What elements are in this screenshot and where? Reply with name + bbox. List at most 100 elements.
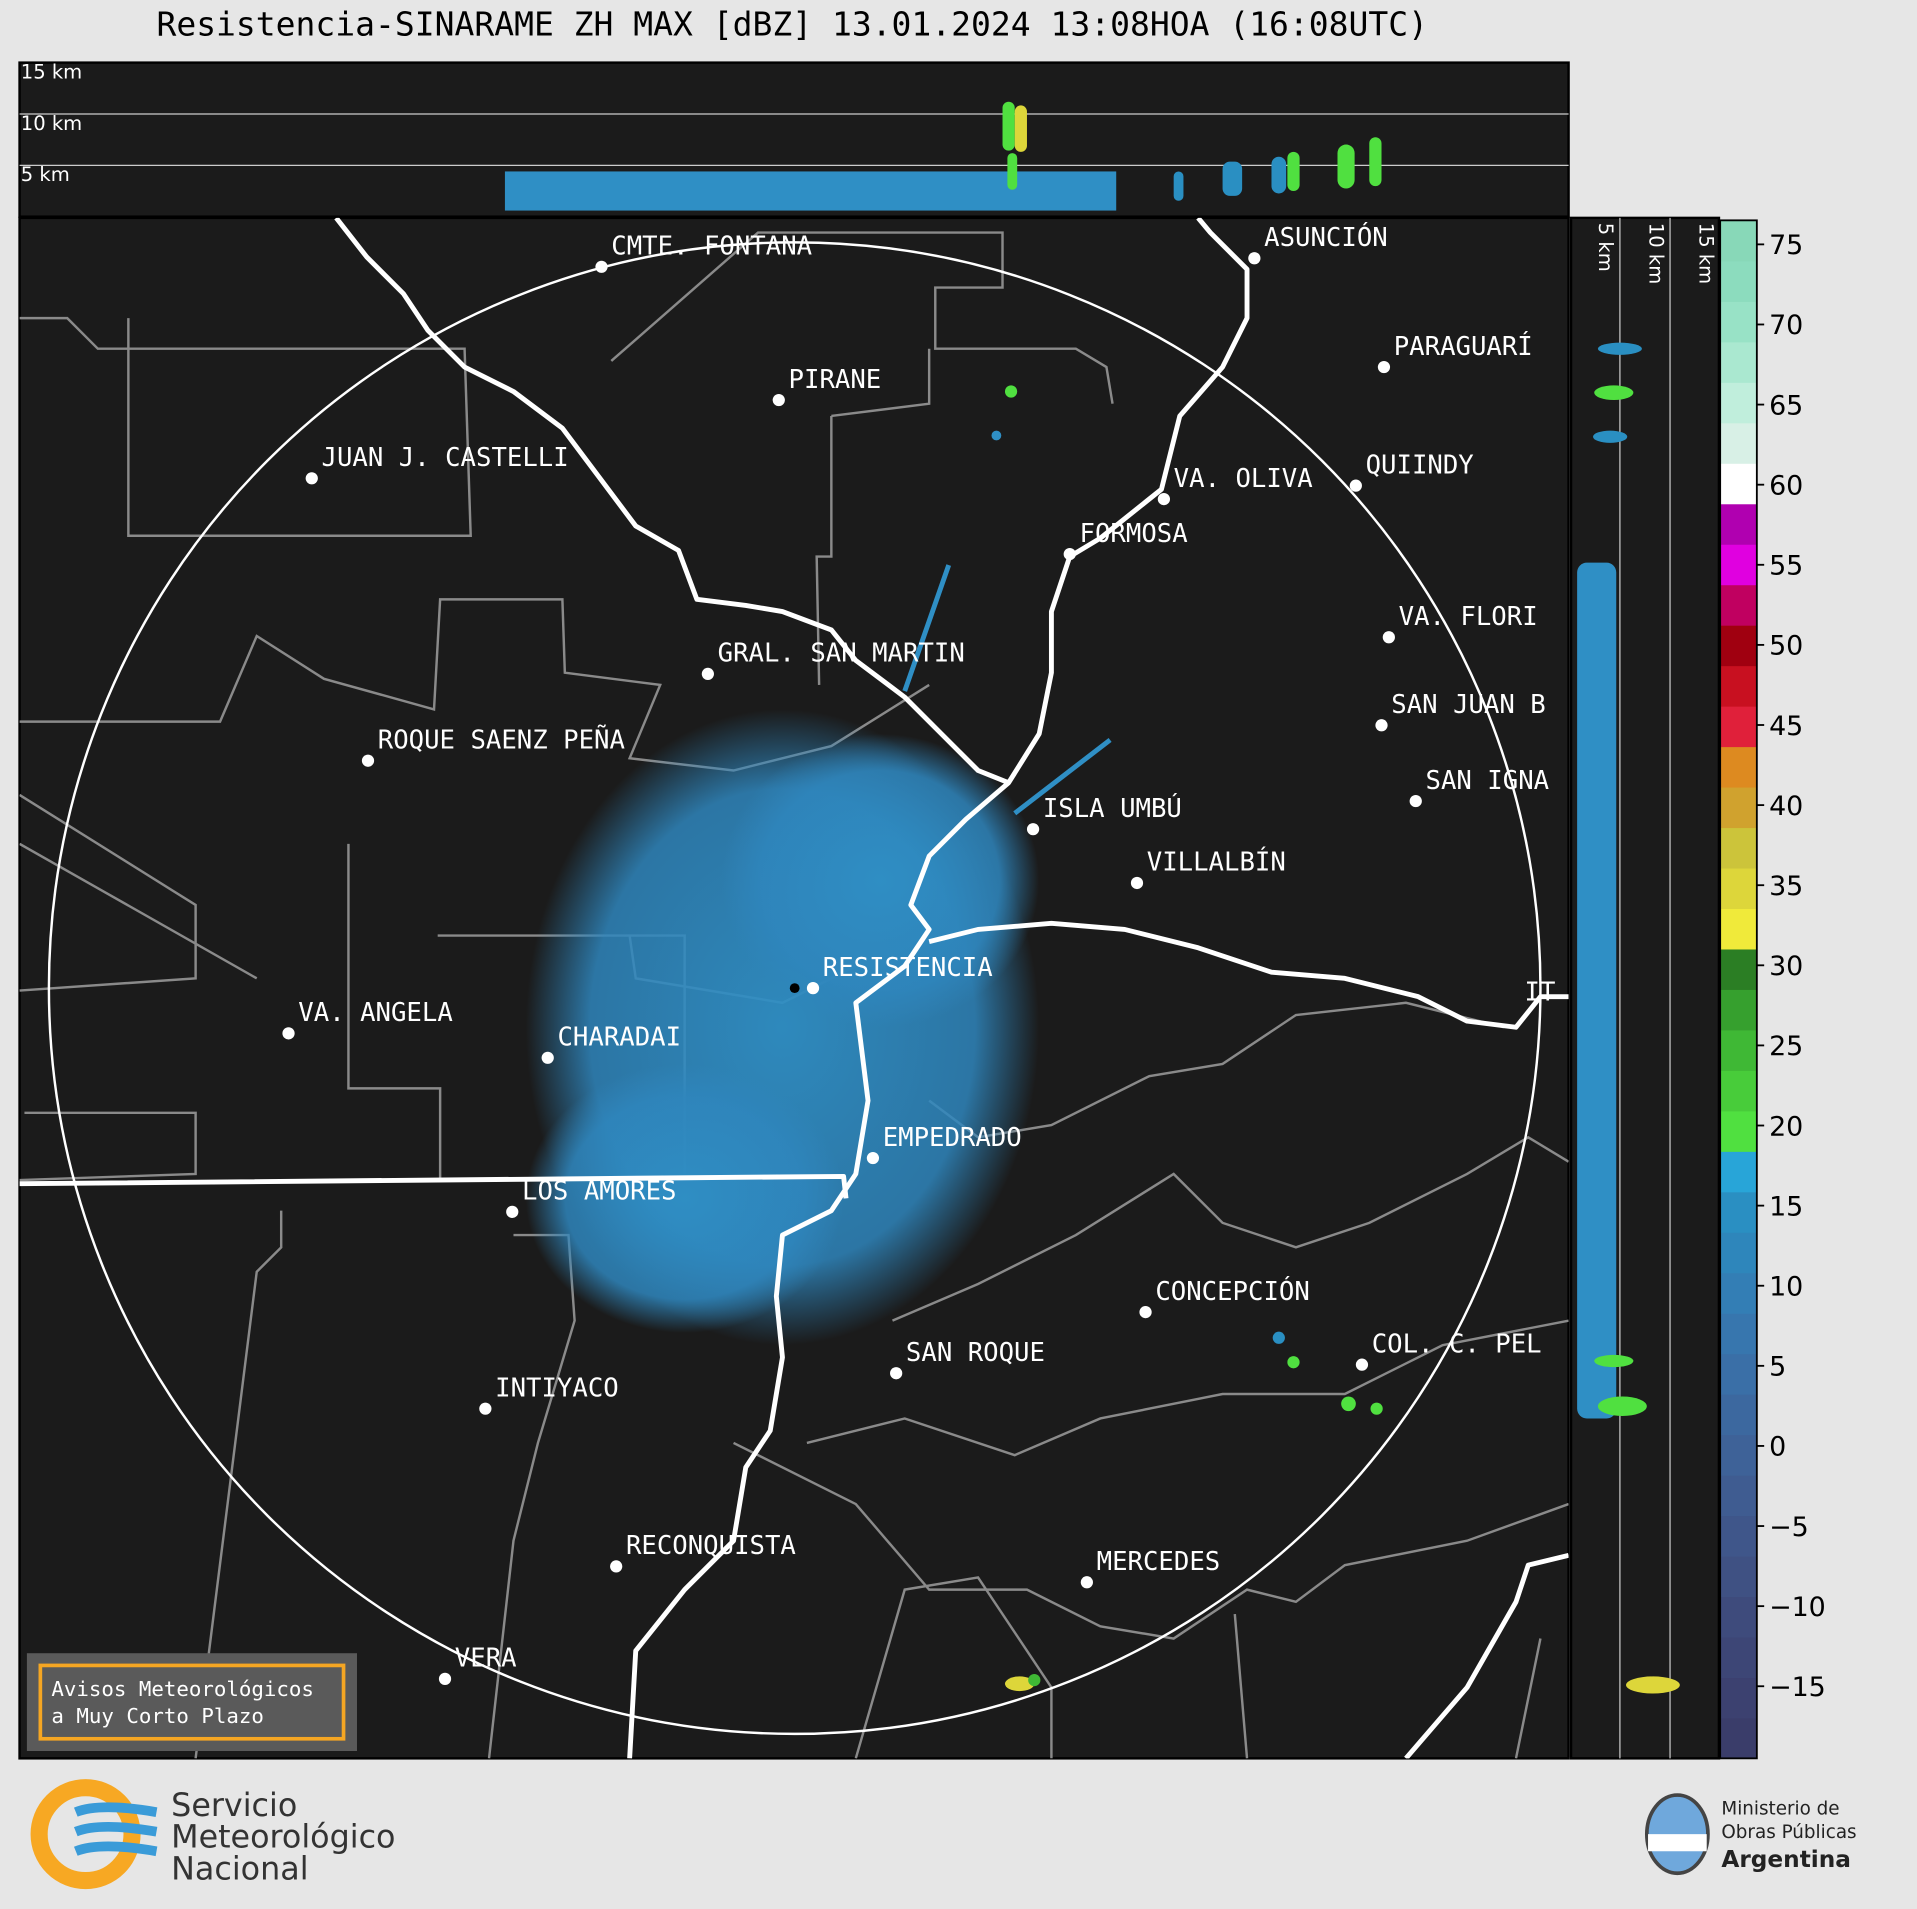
city-dot bbox=[1157, 492, 1171, 506]
river bbox=[1404, 1553, 1569, 1759]
colorbar-tick-label: 45 bbox=[1769, 711, 1803, 742]
radar-echo bbox=[1007, 153, 1018, 190]
colorbar-tick-label: 30 bbox=[1769, 951, 1803, 982]
city-dot bbox=[1382, 631, 1395, 644]
radar-echo bbox=[1002, 101, 1015, 151]
city-label: ROQUE SAENZ PEÑA bbox=[378, 723, 625, 755]
colorbar-tick-label: 10 bbox=[1769, 1272, 1803, 1303]
height-label: 10 km bbox=[21, 112, 82, 135]
city-dot bbox=[305, 472, 318, 485]
colorbar-tick-label: 60 bbox=[1769, 470, 1803, 501]
logo-text: Meteorológico bbox=[171, 1820, 395, 1856]
title: Resistencia-SINARAME ZH MAX [dBZ] 13.01.… bbox=[156, 5, 1428, 44]
city-label: JUAN J. CASTELLI bbox=[322, 443, 569, 473]
city-dot bbox=[1355, 1358, 1369, 1371]
colorbar-band bbox=[1720, 1353, 1757, 1395]
radar-echo bbox=[721, 733, 1040, 1028]
colorbar-band bbox=[1720, 706, 1757, 748]
radar-echo bbox=[504, 171, 1117, 211]
colorbar-band bbox=[1720, 584, 1757, 626]
colorbar-band bbox=[1720, 544, 1757, 586]
city-label: RESISTENCIA bbox=[823, 953, 993, 983]
colorbar-tick-label: 50 bbox=[1769, 631, 1803, 662]
logo-text: Obras Públicas bbox=[1721, 1822, 1856, 1843]
map-layer: CMTE. FONTANA PIRANE JUAN J. CASTELLI ASUNC… bbox=[19, 217, 1569, 1759]
colorbar-band bbox=[1720, 1555, 1757, 1598]
colorbar-band bbox=[1720, 1272, 1757, 1314]
colorbar-tick-label: 70 bbox=[1769, 310, 1803, 341]
colorbar-band bbox=[1720, 1677, 1757, 1719]
colorbar-tick-label: 65 bbox=[1769, 390, 1803, 421]
radar-echoes bbox=[525, 385, 1383, 1692]
radar-site bbox=[789, 983, 800, 994]
city-label: RECONQUISTA bbox=[626, 1531, 796, 1561]
city-label: SAN IGNA bbox=[1426, 766, 1550, 796]
city-label: ASUNCIÓN bbox=[1264, 221, 1388, 253]
colorbar-band bbox=[1720, 1515, 1757, 1557]
radar-echo bbox=[1004, 385, 1018, 398]
city-dot bbox=[772, 393, 785, 407]
colorbar-tick-label: 55 bbox=[1769, 551, 1803, 582]
radar-echo bbox=[525, 1063, 844, 1333]
city-dot bbox=[610, 1560, 623, 1573]
radar-echo bbox=[1594, 1354, 1634, 1368]
colorbar-band bbox=[1720, 1029, 1757, 1071]
city-label: INTIYACO bbox=[495, 1373, 619, 1403]
radar-echo bbox=[1597, 342, 1642, 355]
height-label: 5 km bbox=[21, 163, 70, 186]
notice-box bbox=[26, 1653, 357, 1752]
river bbox=[928, 920, 1569, 1030]
radar-echo bbox=[1577, 562, 1617, 1419]
border bbox=[815, 348, 931, 685]
radar-echo bbox=[1222, 161, 1243, 196]
radar-echo bbox=[1287, 151, 1300, 192]
city-dot bbox=[1409, 794, 1422, 808]
height-label: 10 km bbox=[1644, 223, 1667, 284]
radar-echo bbox=[1013, 737, 1112, 816]
city-dot bbox=[506, 1205, 519, 1218]
colorbar-band bbox=[1720, 746, 1757, 788]
colorbar-tick-label: 35 bbox=[1769, 871, 1803, 902]
colorbar-band bbox=[1720, 867, 1757, 910]
city-label: CMTE. FONTANA bbox=[611, 232, 812, 262]
radar-echo bbox=[1597, 1396, 1647, 1417]
colorbar-band bbox=[1720, 1110, 1757, 1152]
logo-waves bbox=[73, 1802, 158, 1857]
colorbar-band bbox=[1720, 220, 1757, 262]
city-dot bbox=[1139, 1305, 1152, 1319]
city-label: PARAGUARÍ bbox=[1394, 330, 1533, 362]
radar-echo bbox=[1593, 430, 1628, 443]
colorbar-band bbox=[1720, 422, 1757, 464]
smn-logo: Servicio Meteorológico Nacional bbox=[30, 1779, 396, 1890]
colorbar-band bbox=[1720, 1313, 1757, 1355]
colorbar-band bbox=[1720, 463, 1757, 505]
city-dot bbox=[1377, 360, 1391, 374]
colorbar-band bbox=[1720, 503, 1757, 545]
province-line bbox=[19, 1173, 849, 1199]
colorbar-band bbox=[1720, 948, 1757, 990]
colorbar-band bbox=[1720, 1434, 1757, 1476]
radar-echo bbox=[1287, 1356, 1300, 1369]
city-label: VA. FLORI bbox=[1399, 602, 1538, 632]
notice-line: a Muy Corto Plazo bbox=[51, 1704, 264, 1728]
city-label: GRAL. SAN MARTIN bbox=[718, 639, 965, 669]
city-label: VA. OLIVA bbox=[1174, 464, 1313, 494]
logo-text: Ministerio de bbox=[1721, 1799, 1839, 1820]
city-dot bbox=[1026, 823, 1040, 836]
colorbar-tick-label: 75 bbox=[1769, 230, 1803, 261]
colorbar-band bbox=[1720, 1475, 1757, 1517]
radar-echo bbox=[1004, 1676, 1035, 1692]
radar-echo bbox=[1341, 1396, 1356, 1412]
city-label: FORMOSA bbox=[1080, 519, 1188, 549]
city-label: MERCEDES bbox=[1097, 1547, 1221, 1577]
colorbar-band bbox=[1720, 827, 1757, 869]
colorbar-band bbox=[1720, 1151, 1757, 1193]
city-dot bbox=[701, 667, 714, 681]
border bbox=[806, 1319, 1569, 1457]
city-label: SAN JUAN B bbox=[1391, 690, 1545, 720]
colorbar-tick-label: 15 bbox=[1769, 1191, 1803, 1222]
radar-echo bbox=[1594, 385, 1634, 401]
city-label: EMPEDRADO bbox=[883, 1123, 1022, 1153]
side-profile-echoes bbox=[1577, 342, 1680, 1694]
